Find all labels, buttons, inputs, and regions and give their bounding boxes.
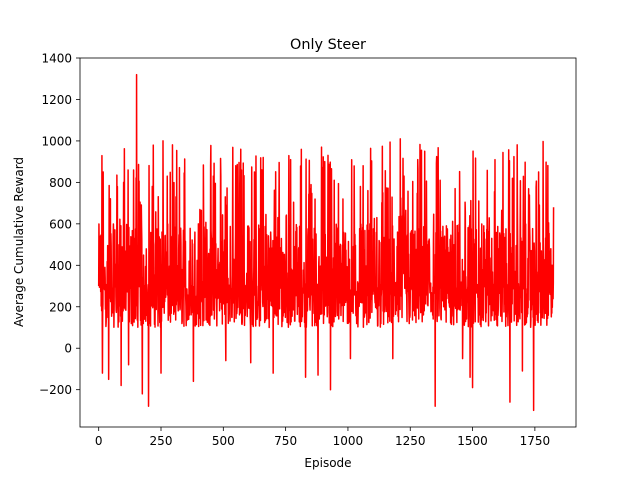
y-tick-label: 0: [64, 342, 72, 356]
series-layer: [97, 73, 555, 412]
y-tick-label: 200: [49, 300, 72, 314]
y-tick-label: 600: [49, 217, 72, 231]
y-tick-label: 1400: [41, 52, 72, 66]
x-axis-label: Episode: [304, 456, 351, 470]
reward-series-line: [97, 73, 555, 412]
y-tick-label: 400: [49, 259, 72, 273]
x-tick-label: 1000: [333, 434, 364, 448]
y-axis: −200 0 200 400 600 800 1000 1200 1400: [39, 52, 80, 397]
x-tick-label: 0: [95, 434, 103, 448]
x-tick-label: 250: [150, 434, 173, 448]
x-tick-label: 750: [274, 434, 297, 448]
x-tick-label: 1500: [457, 434, 488, 448]
plot-area: 0 250 500 750 1000 1250 1500 1750 −200 0 200 400 60…: [39, 52, 577, 448]
x-tick-label: 500: [212, 434, 235, 448]
y-tick-label: 1000: [41, 134, 72, 148]
x-tick-label: 1250: [395, 434, 426, 448]
y-tick-label: 800: [49, 176, 72, 190]
y-tick-label: −200: [39, 383, 72, 397]
x-tick-label: 1750: [520, 434, 551, 448]
axes-frame: [79, 57, 577, 428]
y-tick-label: 1200: [41, 93, 72, 107]
y-axis-label: Average Cumulative Reward: [12, 157, 26, 327]
x-axis: 0 250 500 750 1000 1250 1500 1750: [95, 427, 550, 448]
chart-title: Only Steer: [290, 37, 366, 53]
